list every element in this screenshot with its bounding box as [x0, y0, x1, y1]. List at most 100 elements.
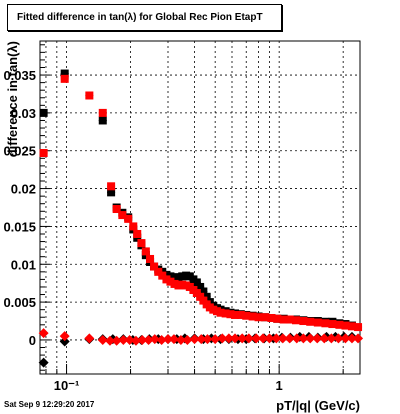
data-point-square-series-1: [146, 254, 155, 263]
data-point-square-series-1: [124, 214, 133, 223]
data-point-square-series-1: [221, 309, 230, 318]
data-point-square-series-0: [199, 287, 208, 296]
data-point-square-series-1: [267, 313, 276, 322]
data-point-square-series-1: [335, 320, 344, 329]
data-point-square-series-1: [118, 211, 127, 220]
data-point-diamond-series-3: [258, 333, 269, 344]
data-point-square-series-1: [292, 316, 300, 325]
data-point-diamond-series-3: [217, 333, 228, 344]
data-point-square-series-1: [60, 74, 69, 83]
data-point-diamond-series-3: [196, 334, 207, 345]
data-point-diamond-series-3: [124, 334, 135, 345]
y-tick-label: 0.01: [11, 257, 36, 272]
data-point-diamond-series-3: [312, 333, 323, 344]
data-point-diamond-series-3: [223, 333, 234, 344]
data-point-diamond-series-3: [97, 334, 108, 345]
data-point-square-series-1: [299, 317, 308, 326]
data-point-square-series-0: [107, 188, 116, 197]
data-point-diamond-series-3: [340, 333, 351, 344]
data-point-square-series-1: [306, 317, 315, 326]
data-point-diamond-series-3: [346, 333, 357, 344]
data-point-diamond-series-3: [175, 334, 186, 345]
data-point-diamond-series-3: [237, 333, 248, 344]
data-point-square-series-1: [328, 320, 337, 329]
data-point-square-series-1: [313, 318, 322, 327]
x-tick-label: 1: [276, 378, 283, 393]
data-point-diamond-series-3: [59, 331, 70, 342]
data-point-square-series-1: [154, 267, 163, 276]
data-point-diamond-series-3: [130, 335, 141, 346]
data-point-diamond-series-3: [305, 333, 316, 344]
data-point-diamond-series-2: [38, 357, 49, 368]
x-axis-label: pT/|q| (GeV/c): [276, 398, 360, 413]
data-point-square-series-1: [261, 313, 270, 322]
data-point-square-series-1: [85, 91, 94, 100]
data-point-diamond-series-3: [319, 333, 330, 344]
data-point-diamond-series-3: [182, 334, 193, 345]
data-point-diamond-series-3: [271, 333, 282, 344]
data-point-square-series-1: [347, 322, 356, 331]
chart-title: Fitted difference in tan(λ) for Global R…: [7, 4, 282, 31]
data-point-square-series-1: [150, 262, 159, 271]
data-point-square-series-1: [216, 308, 225, 317]
x-tick-label: 10⁻¹: [54, 378, 80, 393]
data-point-diamond-series-3: [210, 334, 221, 345]
data-point-square-series-1: [321, 319, 330, 328]
data-point-square-series-1: [158, 271, 167, 280]
axes: 0 0.005 0.01 0.015 0.02 0.025 0.03 0.035 10⁻¹ 1: [3, 44, 344, 393]
data-point-diamond-series-3: [137, 334, 148, 345]
data-point-diamond-series-3: [104, 335, 115, 346]
data-point-diamond-series-3: [291, 333, 302, 344]
data-point-square-series-1: [107, 182, 116, 191]
data-point-square-series-1: [166, 277, 175, 286]
data-point-square-series-0: [60, 69, 69, 78]
y-tick-label: 0.035: [3, 68, 36, 83]
data-markers: [38, 69, 364, 368]
data-point-diamond-series-3: [202, 334, 213, 345]
data-point-diamond-series-3: [168, 334, 179, 345]
data-point-square-series-1: [39, 149, 48, 158]
y-tick-label: 0.03: [11, 106, 36, 121]
data-point-square-series-1: [279, 315, 288, 324]
data-point-diamond-series-3: [163, 334, 173, 345]
data-point-square-series-1: [226, 310, 235, 319]
data-point-diamond-series-3: [298, 333, 309, 344]
timestamp: Sat Sep 9 12:29:20 2017: [4, 400, 95, 409]
data-point-square-series-1: [98, 108, 107, 117]
data-point-diamond-series-3: [277, 333, 288, 344]
y-tick-label: 0.02: [11, 182, 36, 197]
data-point-diamond-series-3: [38, 328, 49, 339]
data-point-diamond-series-3: [149, 334, 160, 345]
data-point-square-series-1: [231, 310, 240, 319]
data-point-diamond-series-3: [251, 333, 262, 344]
data-point-diamond-series-2: [59, 336, 70, 347]
data-point-square-series-1: [254, 313, 263, 322]
data-point-square-series-1: [248, 312, 257, 321]
data-point-square-series-1: [112, 205, 121, 214]
data-point-square-series-1: [129, 222, 138, 231]
data-point-diamond-series-3: [243, 333, 254, 344]
data-point-square-series-0: [192, 278, 201, 287]
y-tick-label: 0.005: [3, 295, 36, 310]
data-point-diamond-series-3: [156, 334, 167, 345]
y-tick-label: 0.015: [3, 219, 36, 234]
data-point-diamond-series-3: [284, 333, 295, 344]
data-point-diamond-series-3: [111, 335, 122, 346]
data-point-diamond-series-3: [353, 333, 364, 344]
y-axis-label: difference in tan(λ): [5, 41, 20, 157]
data-point-diamond-series-3: [326, 333, 337, 344]
data-point-square-series-1: [285, 315, 294, 324]
data-point-square-series-1: [137, 239, 146, 248]
data-point-square-series-1: [273, 314, 282, 323]
y-tick-label: 0: [29, 333, 36, 348]
data-point-square-series-1: [354, 323, 363, 332]
data-point-diamond-series-3: [189, 334, 200, 345]
y-tick-label: 0.025: [3, 144, 36, 159]
data-point-diamond-series-3: [84, 333, 95, 344]
data-point-diamond-series-3: [143, 334, 154, 345]
data-point-square-series-0: [196, 282, 205, 291]
data-point-square-series-1: [133, 229, 142, 238]
data-point-diamond-series-3: [118, 334, 129, 345]
plot-frame: [39, 40, 361, 375]
